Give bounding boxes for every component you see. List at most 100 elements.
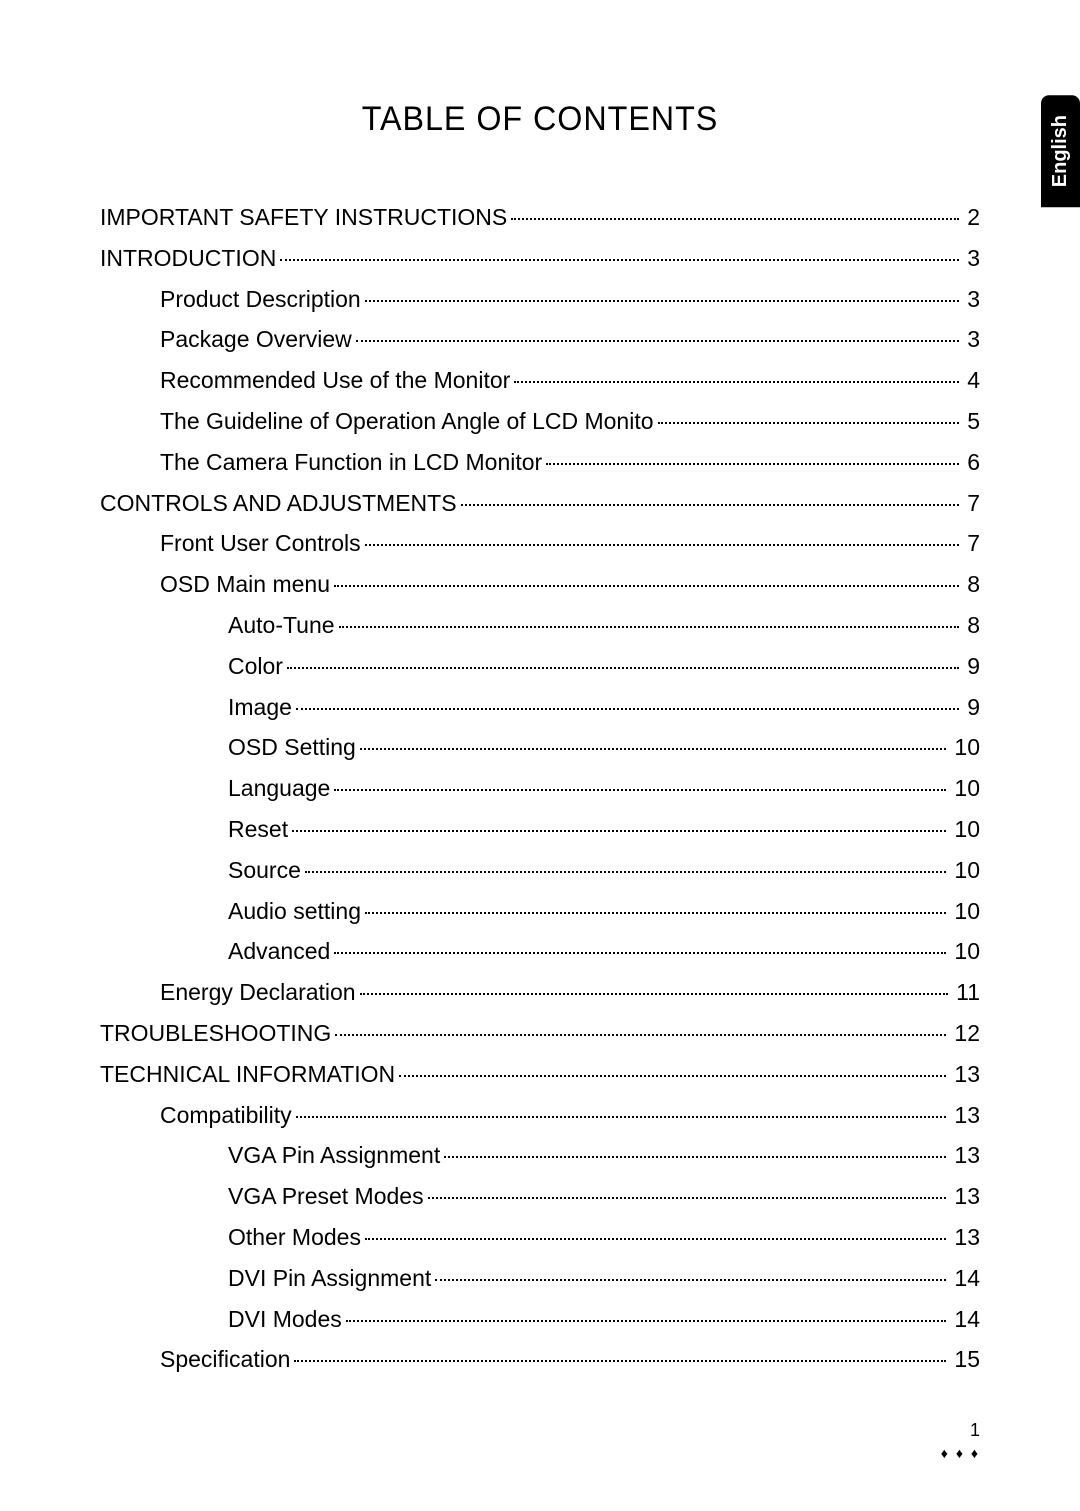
toc-entry-label: VGA Preset Modes [228, 1178, 424, 1215]
toc-dots [444, 1156, 946, 1158]
toc-entry-page: 8 [963, 607, 980, 644]
toc-entry: Other Modes 13 [228, 1219, 980, 1256]
toc-dots [294, 1360, 946, 1362]
toc-entry-label: Audio setting [228, 893, 361, 930]
toc-entry: OSD Setting 10 [228, 729, 980, 766]
toc-dots [296, 1116, 947, 1118]
toc-entry: VGA Pin Assignment 13 [228, 1137, 980, 1174]
toc-dots [339, 626, 960, 628]
toc-dots [428, 1197, 947, 1199]
toc-entry-label: Image [228, 689, 292, 726]
toc-entry: Language 10 [228, 770, 980, 807]
toc-entry-label: The Camera Function in LCD Monitor [160, 444, 542, 481]
toc-entry: DVI Modes14 [228, 1301, 980, 1338]
language-tab-label: English [1049, 115, 1071, 187]
toc-dots [511, 218, 959, 220]
toc-entry-page: 13 [950, 1097, 980, 1134]
toc-entry: INTRODUCTION3 [100, 240, 980, 277]
toc-entry-label: TROUBLESHOOTING [100, 1015, 331, 1052]
toc-entry-page: 13 [950, 1137, 980, 1174]
toc-entry-label: DVI Pin Assignment [228, 1260, 431, 1297]
toc-entry-page: 12 [950, 1015, 980, 1052]
toc-entry: Reset10 [228, 811, 980, 848]
toc-entry: Auto-Tune8 [228, 607, 980, 644]
toc-dots [658, 422, 960, 424]
toc-dots [365, 912, 946, 914]
toc-entry-label: Product Description [160, 281, 361, 318]
toc-entry: The Camera Function in LCD Monitor 6 [160, 444, 980, 481]
toc-entry: Audio setting10 [228, 893, 980, 930]
toc-entry-label: INTRODUCTION [100, 240, 276, 277]
toc-dots [461, 504, 960, 506]
toc-entry: Compatibility 13 [160, 1097, 980, 1134]
toc-entry-page: 7 [963, 485, 980, 522]
toc-entry-page: 10 [950, 852, 980, 889]
toc-entry: CONTROLS AND ADJUSTMENTS 7 [100, 485, 980, 522]
toc-entry-page: 9 [963, 648, 980, 685]
toc-dots [334, 789, 946, 791]
toc-dots [334, 585, 959, 587]
toc-entry: Source 10 [228, 852, 980, 889]
toc-entry-label: Reset [228, 811, 288, 848]
toc-entry-page: 10 [950, 933, 980, 970]
toc-entry-page: 15 [950, 1341, 980, 1378]
toc-entry-label: Other Modes [228, 1219, 361, 1256]
page-container: English TABLE OF CONTENTS IMPORTANT SAFE… [0, 0, 1080, 1442]
toc-entry-page: 4 [963, 362, 980, 399]
toc-entry: Color 9 [228, 648, 980, 685]
toc-entry-page: 14 [950, 1260, 980, 1297]
toc-dots [365, 300, 960, 302]
toc-entry: Front User Controls7 [160, 525, 980, 562]
toc-dots [356, 340, 959, 342]
toc-dots [546, 463, 959, 465]
toc-entry-page: 14 [950, 1301, 980, 1338]
toc-entry-page: 13 [950, 1178, 980, 1215]
toc-dots [435, 1279, 946, 1281]
toc-entry: TROUBLESHOOTING 12 [100, 1015, 980, 1052]
toc-entry: IMPORTANT SAFETY INSTRUCTIONS 2 [100, 199, 980, 236]
toc-entry: Energy Declaration11 [160, 974, 980, 1011]
toc-entry: Product Description 3 [160, 281, 980, 318]
toc-entry: DVI Pin Assignment 14 [228, 1260, 980, 1297]
toc-dots [296, 708, 959, 710]
toc-dots [365, 544, 960, 546]
toc-dots [305, 871, 947, 873]
footer-page-number: 1 [941, 1420, 980, 1441]
toc-entry-page: 5 [963, 403, 980, 440]
table-of-contents: IMPORTANT SAFETY INSTRUCTIONS 2 INTRODUCTI… [100, 199, 980, 1378]
toc-entry: TECHNICAL INFORMATION13 [100, 1056, 980, 1093]
toc-entry-label: Advanced [228, 933, 330, 970]
toc-entry-page: 13 [950, 1219, 980, 1256]
toc-dots [360, 748, 947, 750]
toc-entry-label: Compatibility [160, 1097, 292, 1134]
toc-entry-page: 13 [950, 1056, 980, 1093]
toc-entry-page: 9 [963, 689, 980, 726]
toc-dots [360, 993, 949, 995]
toc-entry-label: VGA Pin Assignment [228, 1137, 440, 1174]
language-tab: English [1041, 95, 1080, 207]
toc-entry: Specification15 [160, 1341, 980, 1378]
toc-entry-label: Recommended Use of the Monitor [160, 362, 510, 399]
page-footer: 1 ♦ ♦ ♦ [941, 1420, 980, 1461]
toc-entry-page: 2 [963, 199, 980, 236]
toc-entry-label: Color [228, 648, 283, 685]
toc-entry-page: 3 [963, 281, 980, 318]
toc-entry-label: Energy Declaration [160, 974, 356, 1011]
toc-entry-label: OSD Main menu [160, 566, 330, 603]
toc-entry-label: Language [228, 770, 330, 807]
toc-entry-label: IMPORTANT SAFETY INSTRUCTIONS [100, 199, 507, 236]
toc-entry-page: 10 [950, 729, 980, 766]
toc-entry: VGA Preset Modes 13 [228, 1178, 980, 1215]
toc-dots [399, 1075, 946, 1077]
toc-dots [334, 952, 946, 954]
toc-entry-page: 6 [963, 444, 980, 481]
toc-entry-label: Source [228, 852, 301, 889]
toc-entry-label: Package Overview [160, 321, 352, 358]
toc-entry-label: OSD Setting [228, 729, 356, 766]
toc-entry-page: 10 [950, 770, 980, 807]
toc-entry: The Guideline of Operation Angle of LCD … [160, 403, 980, 440]
toc-entry-label: CONTROLS AND ADJUSTMENTS [100, 485, 457, 522]
toc-entry-page: 8 [963, 566, 980, 603]
page-title: TABLE OF CONTENTS [122, 100, 958, 139]
toc-entry-label: The Guideline of Operation Angle of LCD … [160, 403, 654, 440]
